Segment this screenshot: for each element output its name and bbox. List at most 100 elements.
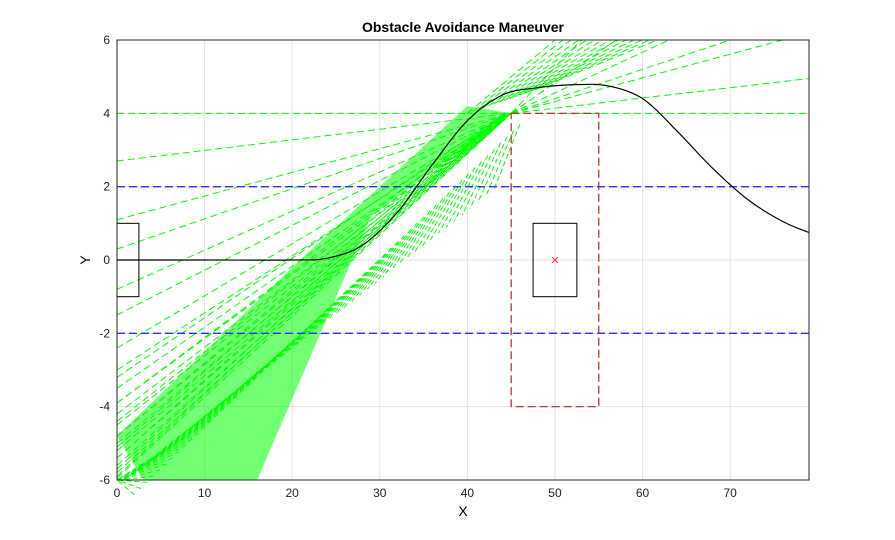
ray-line-fan-top [514,39,627,98]
ray-band-hatch [359,228,412,296]
ray-line-upper [511,78,810,114]
ray-band-hatch [304,272,367,339]
ray-line [116,112,512,474]
y-tick-label: 4 [103,106,110,120]
ray-band-hatch [116,475,154,481]
ray-band-hatch [154,389,245,457]
ray-band-hatch [398,198,444,265]
ray-band-hatch [130,407,225,475]
y-axis-label: Y [77,255,93,265]
ray-line [116,114,503,437]
ray-band-hatch [469,142,502,210]
ray-line-fan-top [519,39,635,96]
ray-line [116,114,503,448]
ray-band-hatch [461,148,495,216]
y-tick-label: 0 [103,253,110,267]
y-tick-label: 2 [103,180,110,194]
ray-line-upper [510,39,670,114]
ray-line [116,112,512,452]
ray-band-hatch [116,479,135,496]
rays [116,39,810,481]
ray-band-hatch [116,469,161,481]
ray-band-hatch [116,479,142,489]
chart-title: Obstacle Avoidance Maneuver [362,19,565,35]
x-tick-label: 10 [198,486,212,500]
y-tick-label: -6 [99,473,110,487]
y-tick-label: -4 [99,400,110,414]
y-tick-label: -2 [99,326,110,340]
ray-line [116,114,503,422]
ray-line-upper [511,39,783,114]
ray-band-hatch [414,185,457,253]
ray-line-fan-top [472,39,564,112]
ray-line [116,114,503,404]
ray-band-hatch [430,173,469,240]
x-tick-label: 40 [461,486,475,500]
ray-band-hatch [319,259,379,327]
tick-labels: 0 10 20 30 40 50 60 70 -6 -4 -2 0 2 4 6 [99,33,737,500]
x-tick-label: 0 [114,486,121,500]
ray-band-hatch [351,235,405,302]
ray-band-hatch [327,253,386,321]
x-tick-label: 20 [286,486,300,500]
ray-line [116,112,512,479]
ray-line [116,112,512,250]
ray-line [116,114,503,477]
ray-band-hatch [335,247,392,315]
ray-band-hatch [445,161,482,228]
ray-band-hatch [367,222,418,290]
lane-boundaries [117,186,809,334]
ray-line [116,112,512,371]
x-tick-label: 50 [548,486,562,500]
ray-band-hatch [288,284,354,352]
ray-band-hatch [493,124,521,191]
ray-line [116,112,512,162]
vehicle-path [117,83,810,261]
ray-line-fan-top [482,39,579,109]
ray-line-fan-top [509,39,619,100]
ray-band-hatch [146,395,238,463]
ray-line [116,112,512,221]
ray-band-hatch [116,420,212,481]
ray-band-hatch [485,130,514,197]
ray-line-fan-top [467,39,556,114]
x-tick-label: 30 [373,486,387,500]
ray-line-fan-top [498,39,603,103]
safety-box [510,112,600,408]
ray-line [116,112,512,389]
ray-line [116,112,512,404]
ray-band-hatch [477,136,508,203]
ray-band-hatch [382,210,431,278]
ray-line-fan-top [503,39,611,101]
ray-line [116,112,512,415]
ray-line-fan-top [477,39,572,111]
ray-band-hatch [375,216,424,284]
y-tick-label: 6 [103,33,110,47]
ray-band-hatch [138,401,232,469]
ray-band-hatch [116,463,167,481]
ray-band-hatch [311,265,373,333]
ray-line [116,112,512,426]
ray-line-fan-top [488,39,587,107]
ray-line-upper [511,39,731,114]
ray-band-hatch [453,154,489,222]
x-axis-label: X [458,503,468,519]
ray-line-fan-top [493,39,595,105]
ray-line [116,114,503,459]
ray-line [116,112,512,466]
ray-band-hatch [343,241,399,308]
vehicle-path-group [117,83,810,261]
ray-band-hatch [438,167,476,234]
ray-line [116,112,512,444]
obstacle-box [532,222,578,298]
x-tick-label: 60 [636,486,650,500]
ray-band-hatch [390,204,437,271]
ray-band-hatch [406,191,450,259]
ray-band-hatch [296,278,360,345]
ray-band-hatch [116,438,193,481]
ray-band-hatch [422,179,463,247]
x-tick-label: 70 [723,486,737,500]
obstacle-center-marker [551,256,559,264]
axes-frame [116,39,810,481]
